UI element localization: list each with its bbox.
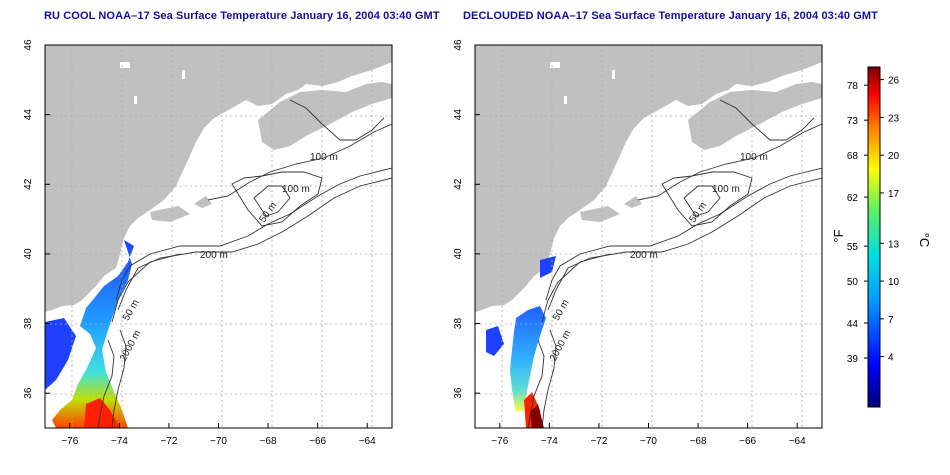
colorbar-c-tick-label: 20 [888, 151, 900, 162]
bathymetry-contours [527, 99, 822, 428]
colorbar-f-tick-label: 68 [847, 151, 859, 162]
x-tick-label: −66 [309, 436, 326, 447]
colorbar-f-tick-label: 73 [847, 116, 859, 127]
land-mass [45, 45, 392, 312]
y-tick-label: 46 [23, 39, 34, 51]
colorbar-fahrenheit-label: °F [831, 229, 846, 242]
x-tick-label: −70 [640, 436, 657, 447]
colorbar: 78 73 68 62 55 50 44 39 26 23 20 17 13 10 7 4 °F °C [831, 66, 932, 408]
colorbar-f-tick-label: 78 [847, 81, 859, 92]
x-tick-label: −72 [590, 436, 607, 447]
y-tick-label: 40 [453, 248, 464, 260]
left-map-panel: 100 m 100 m 50 m 200 m 50 m 2000 m [44, 44, 393, 429]
y-tick-label: 40 [23, 248, 34, 260]
left-map-axes: −76 −74 −72 −70 −68 −66 −64 36 38 40 42 44 46 [23, 39, 376, 447]
right-map-title: DECLOUDED NOAA–17 Sea Surface Temperatur… [463, 10, 878, 22]
x-tick-label: −74 [111, 436, 128, 447]
sst-data [52, 240, 134, 428]
y-tick-label: 42 [453, 178, 464, 190]
y-tick-label: 44 [453, 109, 464, 121]
y-tick-label: 38 [453, 318, 464, 330]
y-tick-label: 38 [23, 318, 34, 330]
contour-label: 200 m [200, 250, 228, 261]
left-map-title: RU COOL NOAA–17 Sea Surface Temperature … [44, 10, 440, 22]
x-tick-label: −72 [160, 436, 177, 447]
land-mass [475, 45, 822, 312]
colorbar-c-tick-label: 7 [888, 315, 894, 326]
contour-label: 100 m [282, 184, 310, 195]
x-tick-label: −70 [210, 436, 227, 447]
colorbar-c-tick-label: 23 [888, 113, 900, 124]
right-map-panel: 100 m 100 m 50 m 200 m 50 m 2000 m [474, 44, 823, 429]
colorbar-f-tick-label: 62 [847, 193, 859, 204]
x-tick-label: −76 [61, 436, 78, 447]
colorbar-f-tick-label: 55 [847, 242, 859, 253]
x-tick-label: −68 [260, 436, 277, 447]
x-tick-label: −64 [789, 436, 806, 447]
x-tick-label: −74 [541, 436, 558, 447]
colorbar-c-tick-label: 17 [888, 189, 900, 200]
y-tick-label: 36 [23, 387, 34, 399]
y-tick-label: 46 [453, 39, 464, 51]
colorbar-f-tick-label: 50 [847, 277, 859, 288]
x-tick-label: −68 [690, 436, 707, 447]
contour-label: 200 m [630, 250, 658, 261]
contour-label: 100 m [740, 152, 768, 163]
right-map-axes: −76 −74 −72 −70 −68 −66 −64 36 38 40 42 44 46 [453, 39, 806, 447]
sst-data [510, 306, 546, 412]
contour-label: 100 m [310, 152, 338, 163]
colorbar-f-tick-label: 44 [847, 319, 859, 330]
colorbar-c-tick-label: 10 [888, 277, 900, 288]
x-tick-label: −76 [491, 436, 508, 447]
colorbar-c-tick-label: 13 [888, 239, 900, 250]
y-tick-label: 36 [453, 387, 464, 399]
contour-label: 100 m [712, 184, 740, 195]
colorbar-gradient [867, 66, 881, 408]
y-tick-label: 44 [23, 109, 34, 121]
x-tick-label: −66 [739, 436, 756, 447]
x-tick-label: −64 [359, 436, 376, 447]
colorbar-c-tick-label: 4 [888, 353, 894, 364]
y-tick-label: 42 [23, 178, 34, 190]
colorbar-celsius-label: °C [917, 233, 932, 248]
colorbar-c-tick-label: 26 [888, 76, 900, 87]
colorbar-f-tick-label: 39 [847, 354, 859, 365]
bathymetry-contours [97, 99, 392, 428]
